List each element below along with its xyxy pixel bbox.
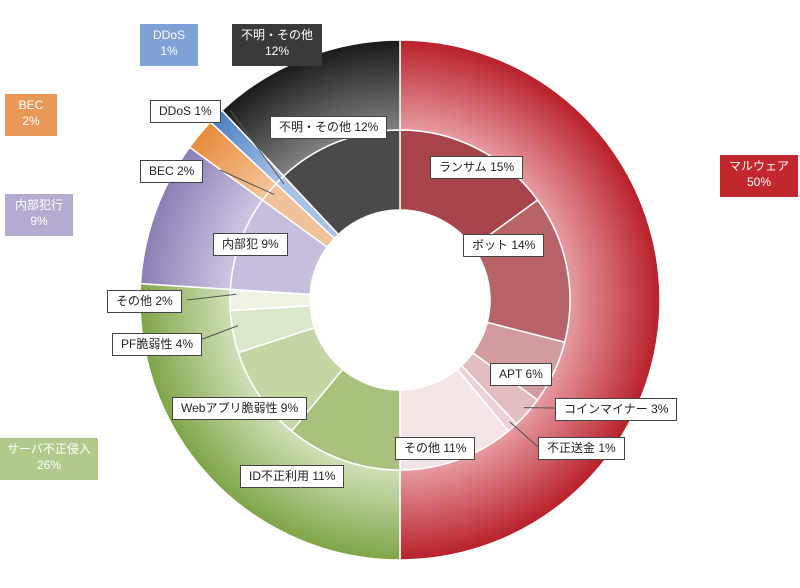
sunburst-chart: ランサム 15% ボット 14% APT 6%コインマイナー 3% 不正送金 1% その… xyxy=(0,0,800,588)
legend-サーバ不正侵入: サーバ不正侵入26% xyxy=(0,438,98,480)
legend-DDoS: DDoS1% xyxy=(140,24,198,66)
callout-不正送金: 不正送金 1% xyxy=(538,437,625,460)
callout-その他: その他 11% xyxy=(395,437,475,460)
callout-APT 6%: APT 6% xyxy=(490,363,552,386)
legend-BEC: BEC2% xyxy=(5,94,57,136)
callout-その他(サーバ): その他 2% xyxy=(107,290,182,313)
callout-内部犯: 内部犯 9% xyxy=(213,233,288,256)
legend-不明・その他: 不明・その他12% xyxy=(232,24,322,66)
callout-BEC-inner: BEC 2% xyxy=(140,160,203,183)
callout-ランサム: ランサム 15% xyxy=(430,156,523,179)
callout-ID不正利用: ID不正利用 11% xyxy=(240,465,344,488)
legend-マルウェア: マルウェア50% xyxy=(720,155,798,197)
callout-コインマイナー: コインマイナー 3% xyxy=(555,398,677,421)
callout-不明-inner: 不明・その他 12% xyxy=(270,116,387,139)
callout-Webアプリ脆弱性: Webアプリ脆弱性 9% xyxy=(172,397,307,420)
legend-内部犯行: 内部犯行9% xyxy=(5,194,73,236)
callout-ボット: ボット 14% xyxy=(463,234,544,257)
callout-DDoS-inner: DDoS 1% xyxy=(150,100,221,123)
callout-PF脆弱性: PF脆弱性 4% xyxy=(112,333,202,356)
